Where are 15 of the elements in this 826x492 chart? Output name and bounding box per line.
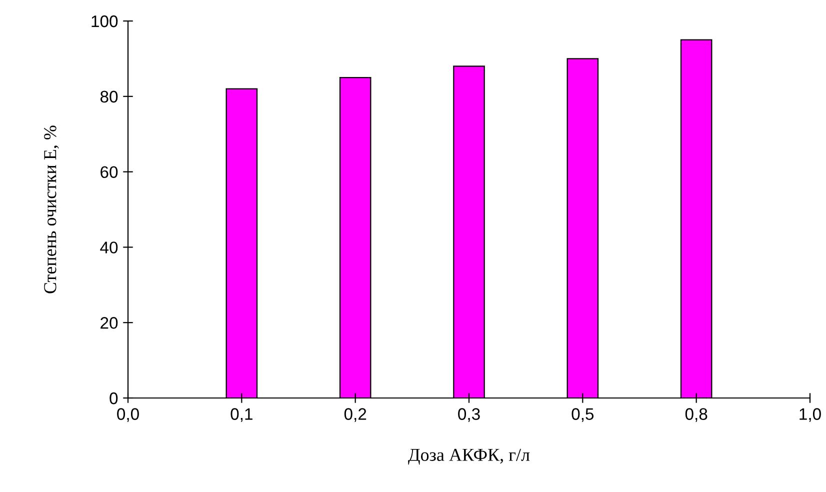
- x-tick-label: 0,0: [117, 408, 139, 422]
- x-tick-label: 1,0: [800, 408, 821, 422]
- y-tick-label: 100: [92, 15, 118, 28]
- x-tick-label: 0,5: [572, 408, 594, 422]
- y-tick-label: 0: [110, 392, 118, 404]
- x-tick-label: 0,1: [230, 408, 252, 422]
- x-axis-title: Доза АКФК, г/л: [408, 448, 530, 465]
- x-tick-label: 0,2: [344, 408, 366, 422]
- x-tick-label: 0,3: [458, 408, 480, 422]
- y-tick-label: 80: [100, 90, 118, 103]
- x-tick-label: 0,8: [685, 408, 708, 422]
- y-axis-title: Степень очистки Е, %: [44, 126, 59, 294]
- y-tick-label: 40: [100, 242, 118, 254]
- y-tick-label: 60: [100, 166, 118, 178]
- y-tick-label: 20: [100, 317, 118, 329]
